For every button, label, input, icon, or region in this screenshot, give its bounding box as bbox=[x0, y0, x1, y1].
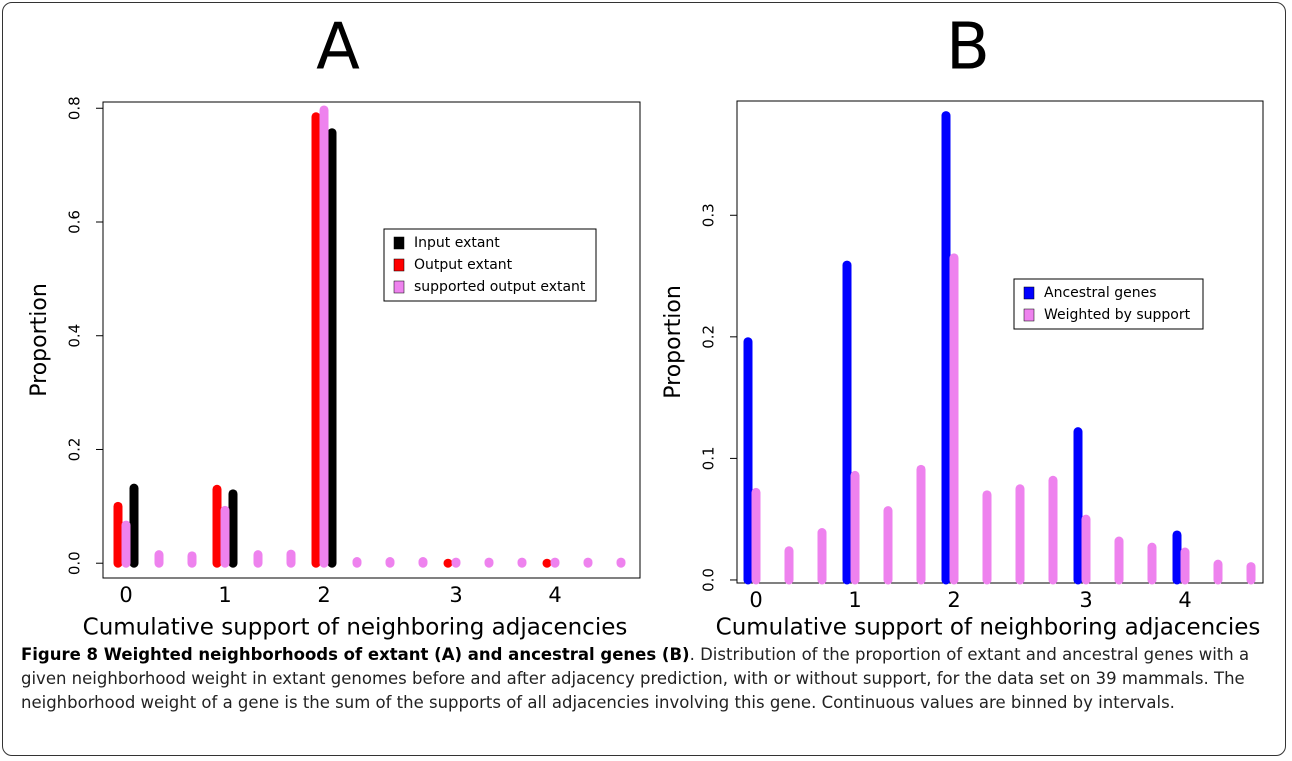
legend-box bbox=[1013, 278, 1204, 330]
y-tick-label: 0.2 bbox=[700, 325, 718, 349]
x-axis-label: Cumulative support of neighboring adjace… bbox=[83, 615, 628, 641]
y-tick-label: 0.8 bbox=[66, 96, 84, 120]
y-axis-label: Proportion bbox=[27, 283, 52, 397]
x-tick-label: 1 bbox=[218, 583, 231, 607]
plot-frame bbox=[736, 100, 1264, 584]
legend-label: Input extant bbox=[414, 235, 500, 251]
x-tick-label: 4 bbox=[548, 583, 561, 607]
y-tick-label: 0.4 bbox=[66, 324, 84, 348]
y-axis-label: Proportion bbox=[661, 285, 686, 399]
x-tick-label: 3 bbox=[449, 583, 462, 607]
x-tick-label: 2 bbox=[947, 588, 960, 612]
x-tick-label: 1 bbox=[848, 588, 861, 612]
legend-label: Weighted by support bbox=[1044, 307, 1191, 323]
legend-swatch bbox=[393, 280, 405, 294]
y-tick-label: 0.0 bbox=[700, 568, 718, 592]
y-tick-label: 0.1 bbox=[700, 446, 718, 470]
x-tick-label: 3 bbox=[1079, 588, 1092, 612]
caption-title: Figure 8 Weighted neighborhoods of extan… bbox=[21, 645, 690, 664]
y-tick-label: 0.6 bbox=[66, 210, 84, 234]
charts: A 0.0 0.2 0.4 0.6 0.8 Proportion Cumulative sup… bbox=[27, 11, 1264, 641]
x-tick-label: 2 bbox=[317, 583, 330, 607]
legend-box bbox=[383, 228, 597, 302]
legend: Ancestral genes Weighted by support bbox=[1013, 278, 1204, 330]
x-axis-label: Cumulative support of neighboring adjace… bbox=[716, 615, 1261, 641]
legend-swatch bbox=[1023, 308, 1035, 322]
chart-title: B bbox=[946, 11, 990, 85]
legend-label: supported output extant bbox=[414, 279, 586, 295]
y-tick-label: 0.0 bbox=[66, 551, 84, 575]
legend-swatch bbox=[1023, 286, 1035, 300]
x-tick-label: 0 bbox=[749, 588, 762, 612]
caption-text: . Distribution of the proportion of exta… bbox=[21, 645, 1250, 712]
legend-label: Ancestral genes bbox=[1044, 285, 1157, 301]
x-tick-label: 4 bbox=[1178, 588, 1191, 612]
chart-title: A bbox=[316, 11, 360, 85]
x-tick-label: 0 bbox=[119, 583, 132, 607]
legend: Input extant Output extant supported outpu… bbox=[383, 228, 597, 302]
legend-swatch bbox=[393, 258, 405, 272]
legend-label: Output extant bbox=[414, 257, 513, 273]
caption: Figure 8 Weighted neighborhoods of extan… bbox=[21, 643, 1273, 715]
y-tick-label: 0.3 bbox=[700, 203, 718, 227]
y-tick-label: 0.2 bbox=[66, 438, 84, 462]
legend-swatch bbox=[393, 236, 405, 250]
plot-frame bbox=[102, 101, 641, 579]
